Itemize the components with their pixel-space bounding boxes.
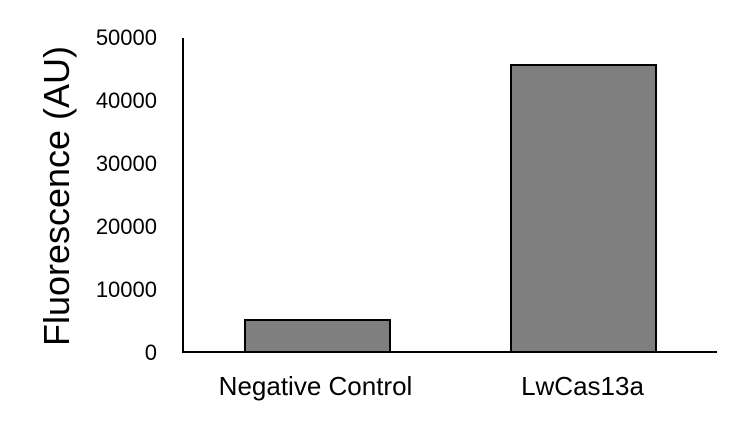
y-tick-label: 20000: [95, 214, 157, 239]
y-tick-label: 40000: [95, 88, 157, 113]
x-category-label: Negative Control: [218, 371, 413, 401]
bar-negative-control: [244, 319, 391, 351]
y-axis-tick-labels: 0 10000 20000 30000 40000 50000: [0, 0, 157, 422]
y-tick-label: 0: [144, 340, 157, 365]
bar-lwcas13a: [510, 64, 657, 351]
plot-area: [182, 38, 717, 353]
y-tick-label: 30000: [95, 151, 157, 176]
y-tick-label: 50000: [95, 25, 157, 50]
y-tick-label: 10000: [95, 277, 157, 302]
x-category-label: LwCas13a: [521, 371, 644, 401]
x-axis-category-labels: Negative Control LwCas13a: [182, 370, 717, 410]
